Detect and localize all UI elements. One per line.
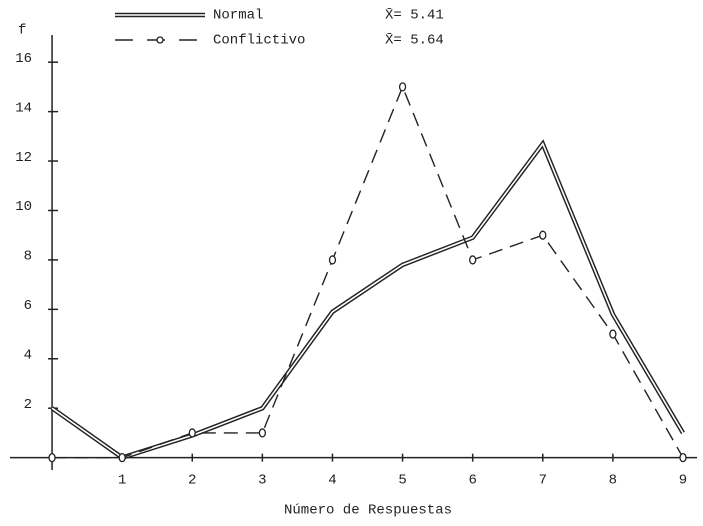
legend-mean: X̄= 5.64 xyxy=(385,32,444,48)
y-tick-label: 10 xyxy=(15,199,32,215)
point xyxy=(469,255,477,265)
y-tick-label: 16 xyxy=(15,51,32,67)
x-tick-label: 4 xyxy=(328,472,336,488)
y-tick-label: 4 xyxy=(24,347,32,363)
y-tick-label: 6 xyxy=(24,298,32,314)
series-line-inner xyxy=(51,142,684,459)
y-axis-label: f xyxy=(18,23,26,39)
point xyxy=(328,255,337,265)
x-tick-label: 1 xyxy=(118,472,126,488)
x-tick-label: 8 xyxy=(609,472,617,488)
series-line xyxy=(50,139,685,461)
point xyxy=(398,82,407,92)
x-tick-label: 2 xyxy=(188,472,196,488)
point xyxy=(609,329,617,339)
x-tick-label: 6 xyxy=(468,472,476,488)
y-tick-label: 8 xyxy=(24,249,32,265)
point xyxy=(48,452,56,463)
point xyxy=(118,452,126,463)
series-line xyxy=(52,85,684,459)
legend-label: Normal xyxy=(213,8,263,24)
y-tick-label: 12 xyxy=(15,150,32,166)
legend-mean: X̄= 5.41 xyxy=(385,7,444,23)
y-tick-label: 2 xyxy=(24,397,32,413)
x-tick-label: 5 xyxy=(398,472,406,488)
point xyxy=(679,452,687,463)
point xyxy=(258,428,267,438)
x-tick-label: 9 xyxy=(679,472,687,488)
legend-swatch-point xyxy=(156,36,164,44)
y-tick-label: 14 xyxy=(15,100,32,116)
x-tick-label: 3 xyxy=(258,472,266,488)
legend-label: Conflictivo xyxy=(213,33,305,49)
x-tick-label: 7 xyxy=(539,472,547,488)
point xyxy=(188,428,196,438)
point xyxy=(539,230,547,240)
x-axis-label: Número de Respuestas xyxy=(284,503,452,519)
